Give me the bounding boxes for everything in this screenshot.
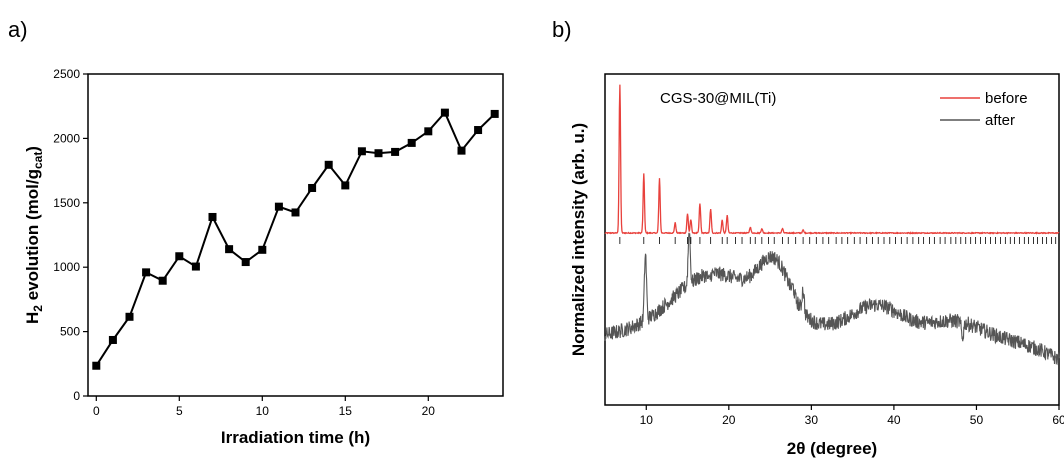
data-point: [92, 361, 101, 370]
x-tick-label: 60: [1052, 413, 1064, 427]
panel-b-ticks: 10 20 30 40 50 60: [640, 405, 1064, 427]
data-point: [474, 126, 483, 135]
data-point: [341, 181, 350, 190]
data-point: [440, 108, 449, 117]
x-tick-label: 10: [256, 404, 270, 418]
y-title-close: ): [23, 146, 42, 152]
y-title-h: H: [23, 312, 42, 324]
x-tick-label: 0: [93, 404, 100, 418]
panel-a-y-axis-title: H2 evolution (mol/gcat): [23, 146, 45, 324]
panel-b-legend: before after: [940, 90, 1028, 129]
x-tick-label: 30: [805, 413, 819, 427]
data-point: [125, 312, 134, 321]
panel-a-plot-frame: [87, 73, 504, 397]
panel-a-ticks: 0 5 10 15 20 0 500 1000 1500 2000 2500: [53, 67, 435, 418]
x-tick-label: 15: [339, 404, 353, 418]
data-point: [291, 208, 300, 217]
legend-after-label: after: [985, 112, 1015, 129]
data-point: [142, 268, 151, 277]
panel-a-x-axis-title: Irradiation time (h): [221, 428, 370, 447]
data-point: [457, 146, 466, 155]
panel-b-sample-annotation: CGS-30@MIL(Ti): [660, 90, 776, 107]
panel-b-plot-frame: [604, 73, 1060, 406]
x-tick-label: 50: [970, 413, 984, 427]
x-tick-label: 20: [422, 404, 436, 418]
panel-b-reference-ticks: [619, 237, 1057, 244]
x-tick-label: 20: [722, 413, 736, 427]
y-tick-label: 0: [73, 389, 80, 403]
data-point: [175, 252, 184, 261]
y-tick-label: 1000: [53, 260, 80, 274]
data-point: [374, 149, 383, 158]
data-point: [241, 258, 250, 267]
y-tick-label: 2000: [53, 131, 80, 145]
data-point: [407, 138, 416, 147]
data-point: [158, 276, 167, 285]
panel-b-label: b): [552, 17, 572, 42]
series-before-line: [604, 84, 1060, 235]
data-point: [357, 147, 366, 156]
data-point: [424, 127, 433, 136]
data-point: [108, 335, 117, 344]
panel-b-x-axis-title: 2θ (degree): [787, 439, 877, 458]
series-line: [95, 110, 496, 367]
data-point: [191, 262, 200, 271]
y-title-sub-cat: cat: [31, 152, 45, 169]
data-point: [308, 183, 317, 192]
data-point: [490, 109, 499, 118]
data-point: [225, 245, 234, 254]
x-tick-label: 40: [887, 413, 901, 427]
panel-a-label: a): [8, 17, 28, 42]
panel-a-series: [92, 108, 499, 370]
data-point: [324, 160, 333, 169]
y-title-sub-2: 2: [31, 305, 45, 312]
data-point: [208, 212, 217, 221]
x-tick-label: 10: [640, 413, 654, 427]
data-point: [274, 202, 283, 211]
y-tick-label: 2500: [53, 67, 80, 81]
series-after-line: [604, 232, 1060, 366]
y-tick-label: 1500: [53, 196, 80, 210]
panel-b-series: [604, 84, 1060, 366]
panel-b-y-axis-title: Normalized intensity (arb. u.): [569, 123, 588, 356]
panel-a-line-chart: 0 5 10 15 20 0 500 1000 1500 2000 2500 Irradiation…: [23, 67, 504, 447]
data-point: [258, 245, 267, 254]
data-point: [391, 147, 400, 156]
y-title-main: evolution (mol/g: [23, 169, 42, 305]
panel-b-xrd-chart: 10 20 30 40 50 60 CGS-30@MIL(Ti) before after…: [569, 73, 1064, 458]
legend-before-label: before: [985, 90, 1028, 107]
y-tick-label: 500: [60, 325, 80, 339]
x-tick-label: 5: [176, 404, 183, 418]
